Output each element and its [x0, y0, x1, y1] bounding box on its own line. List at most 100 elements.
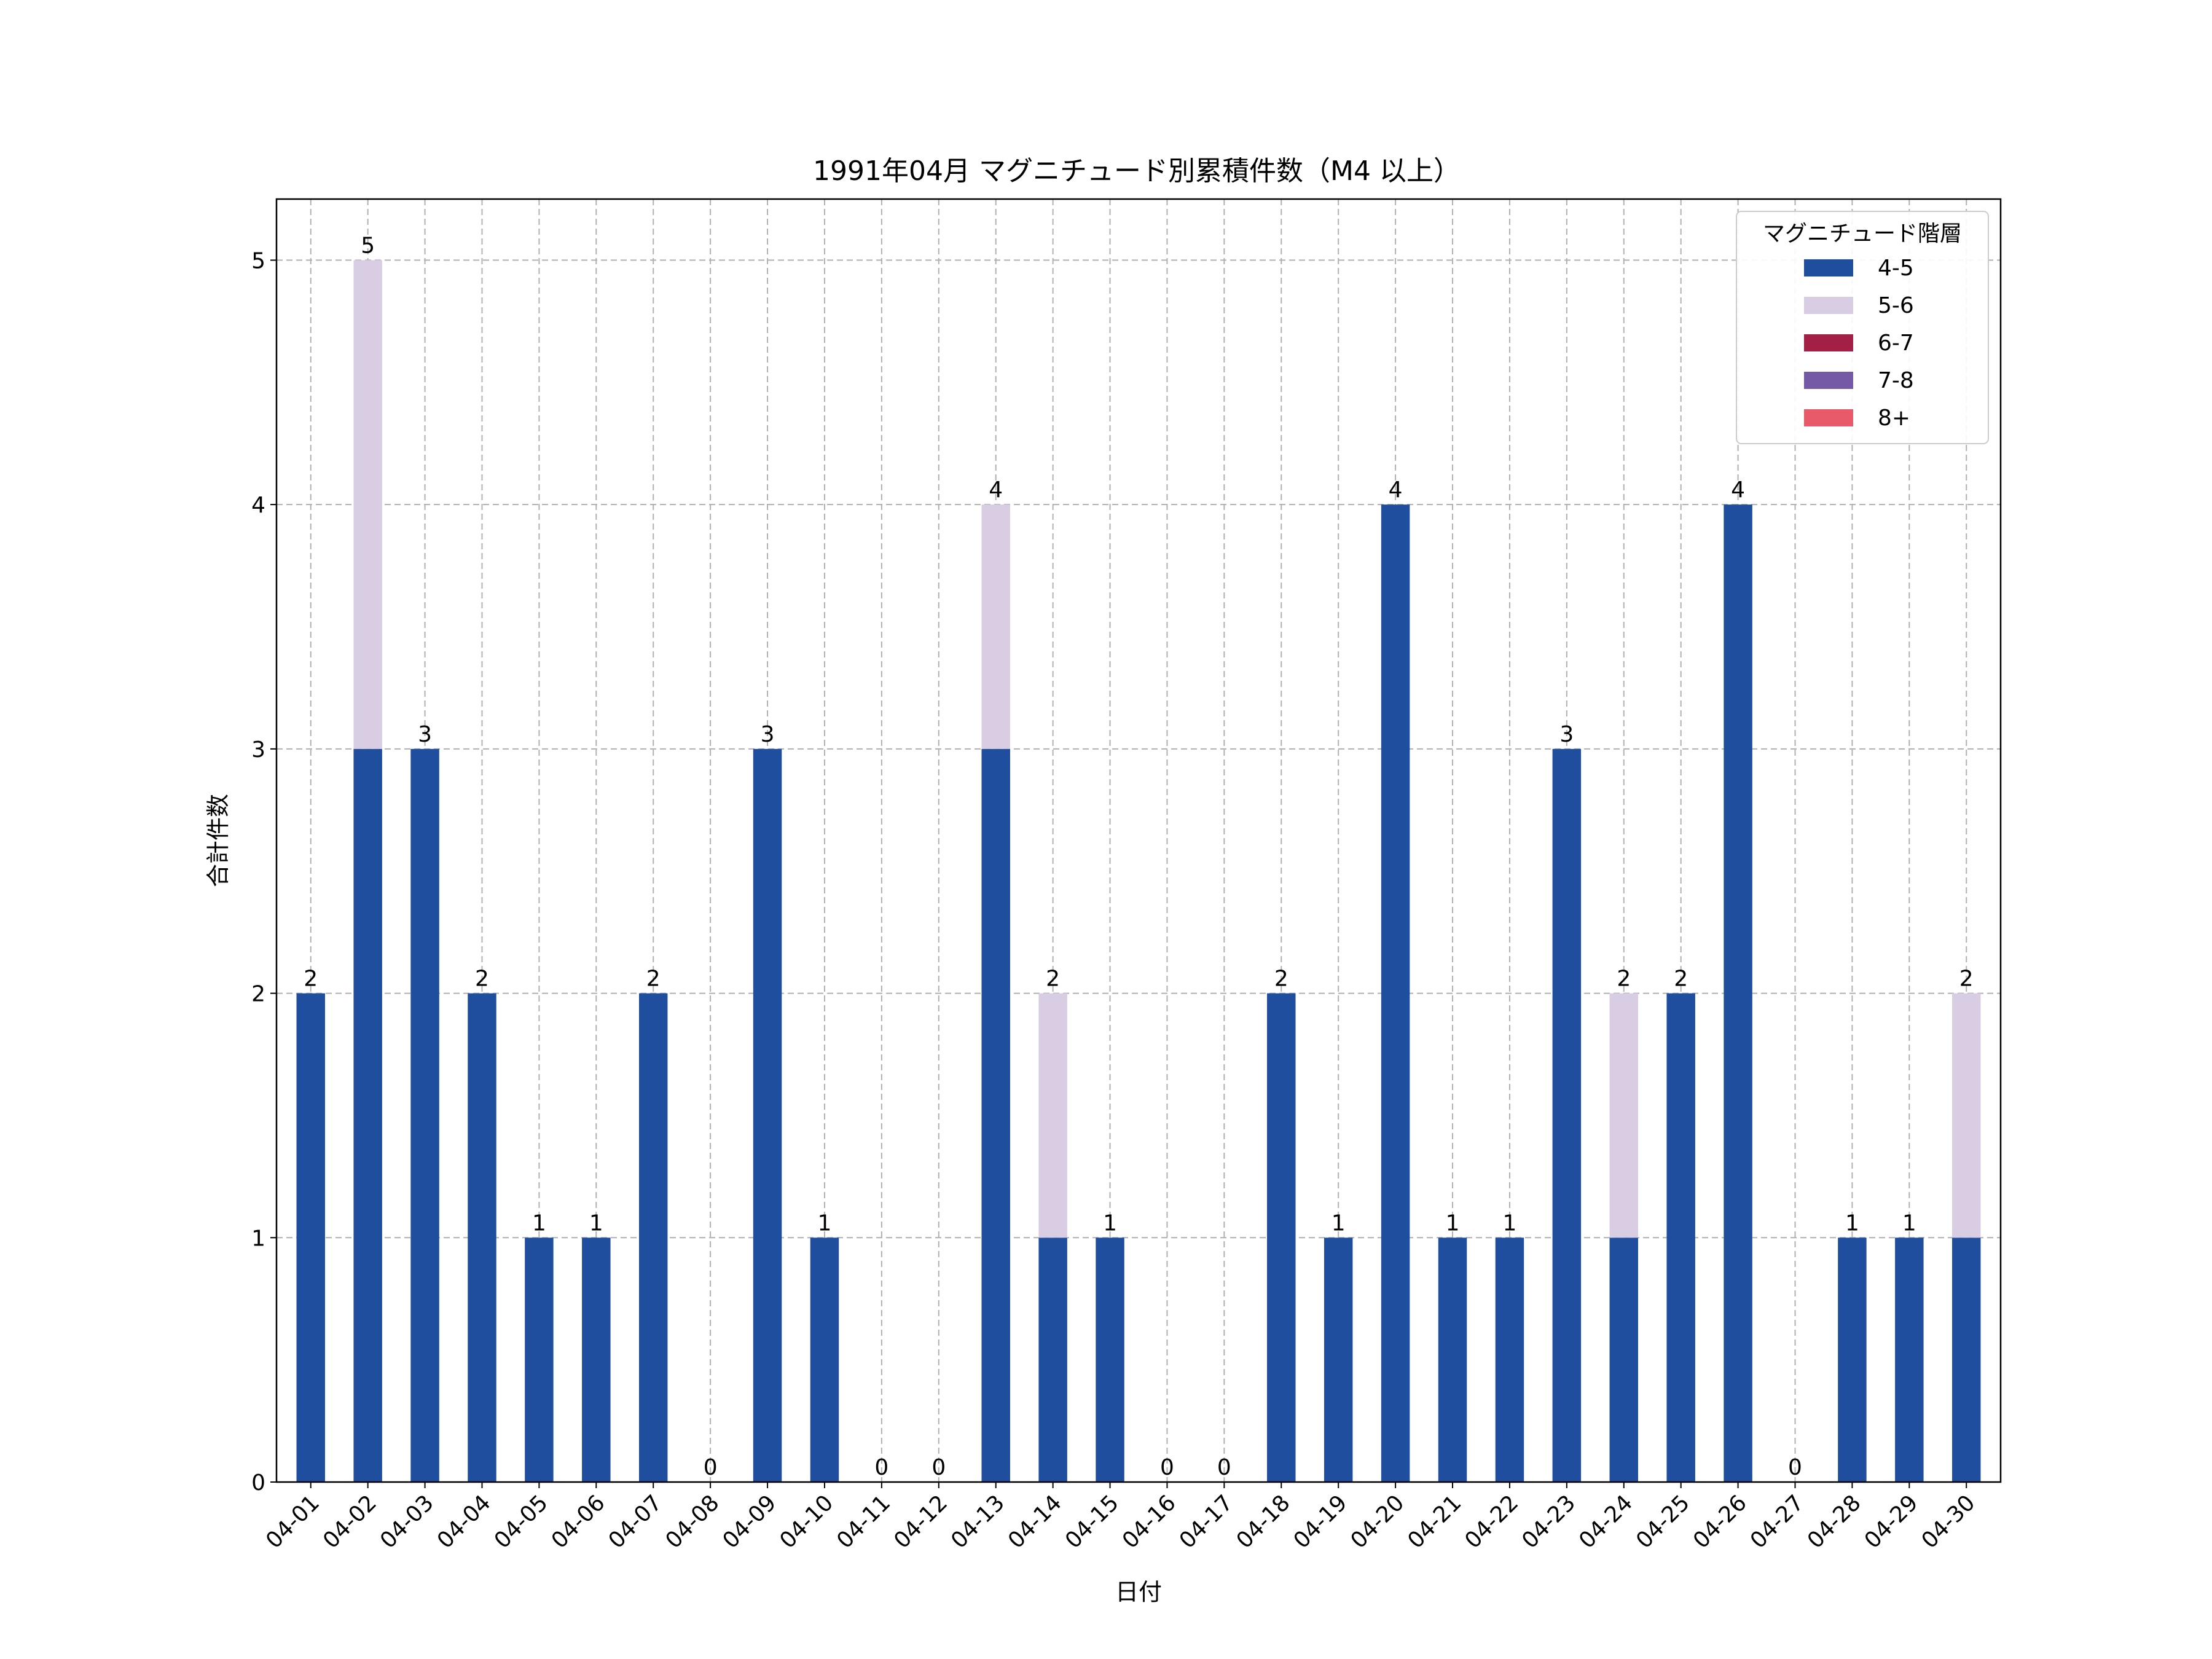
bar-total-label: 0 — [931, 1455, 946, 1480]
x-tick-label: 04-25 — [1631, 1490, 1695, 1553]
x-tick-label: 04-20 — [1346, 1490, 1410, 1553]
bar-total-label: 1 — [532, 1210, 546, 1236]
bar-segment-4-5 — [296, 993, 325, 1482]
x-tick-label: 04-18 — [1232, 1490, 1295, 1553]
legend-swatch — [1804, 334, 1853, 351]
bar-segment-4-5 — [1666, 993, 1695, 1482]
x-tick-label: 04-17 — [1175, 1490, 1238, 1553]
x-tick-label: 04-23 — [1517, 1490, 1580, 1553]
bar-segment-4-5 — [1096, 1237, 1124, 1482]
bar-total-label: 0 — [1217, 1455, 1231, 1480]
bar-total-label: 5 — [361, 233, 375, 258]
legend-item-5-6[interactable]: 5-6 — [1804, 293, 1914, 318]
bar-total-label: 4 — [1389, 477, 1403, 503]
bar-total-label: 1 — [1902, 1210, 1916, 1236]
bar-total-label: 1 — [1845, 1210, 1859, 1236]
x-axis: 04-0104-0204-0304-0404-0504-0604-0704-08… — [261, 1482, 1980, 1553]
legend-swatch — [1804, 297, 1853, 314]
bar-total-label: 0 — [704, 1455, 718, 1480]
legend-item-6-7[interactable]: 6-7 — [1804, 331, 1914, 356]
bar-segment-4-5 — [468, 993, 496, 1482]
y-tick-label: 2 — [251, 982, 265, 1007]
legend-label: 5-6 — [1878, 293, 1914, 318]
legend-title: マグニチュード階層 — [1763, 221, 1962, 246]
bar-segment-4-5 — [1838, 1237, 1867, 1482]
bar-segment-5-6 — [353, 260, 382, 749]
x-tick-label: 04-27 — [1746, 1490, 1809, 1553]
legend-swatch — [1804, 372, 1853, 389]
legend-box — [1736, 211, 1989, 444]
bar-total-label: 2 — [646, 967, 661, 992]
x-tick-label: 04-21 — [1403, 1490, 1466, 1553]
x-tick-label: 04-07 — [604, 1490, 667, 1553]
x-tick-label: 04-26 — [1688, 1490, 1752, 1553]
bar-total-label: 2 — [1617, 967, 1631, 992]
x-tick-label: 04-01 — [261, 1490, 324, 1553]
x-tick-label: 04-15 — [1061, 1490, 1124, 1553]
legend[interactable]: マグニチュード階層 4-5 5-6 6-7 7-8 8+ — [1736, 211, 1989, 444]
bar-segment-4-5 — [525, 1237, 554, 1482]
bar-segment-4-5 — [1552, 748, 1582, 1482]
legend-label: 7-8 — [1878, 368, 1914, 393]
x-tick-label: 04-09 — [718, 1490, 781, 1553]
bar-total-label: 1 — [1103, 1210, 1117, 1236]
bar-total-label: 4 — [1731, 477, 1745, 503]
bar-total-label: 0 — [1160, 1455, 1174, 1480]
bar-segment-4-5 — [1038, 1237, 1067, 1482]
bar-segment-4-5 — [353, 748, 382, 1482]
x-tick-label: 04-11 — [832, 1490, 895, 1553]
x-tick-label: 04-06 — [547, 1490, 610, 1553]
y-tick-label: 1 — [251, 1226, 265, 1251]
x-tick-label: 04-19 — [1289, 1490, 1352, 1553]
x-tick-label: 04-22 — [1460, 1490, 1523, 1553]
x-tick-label: 04-13 — [946, 1490, 1010, 1553]
x-tick-label: 04-30 — [1917, 1490, 1980, 1553]
bar-segment-4-5 — [1609, 1237, 1638, 1482]
x-tick-label: 04-02 — [318, 1490, 382, 1553]
bar-total-label: 2 — [1959, 967, 1974, 992]
x-tick-label: 04-24 — [1574, 1490, 1637, 1553]
bar-total-label: 2 — [475, 967, 489, 992]
bar-segment-5-6 — [1038, 993, 1067, 1238]
bar-segment-5-6 — [1609, 993, 1638, 1238]
bar-segment-4-5 — [1724, 504, 1752, 1483]
bar-total-label: 0 — [1788, 1455, 1802, 1480]
bar-segment-4-5 — [981, 748, 1010, 1482]
x-tick-label: 04-04 — [433, 1490, 496, 1553]
x-axis-label: 日付 — [1115, 1579, 1162, 1606]
bar-segment-4-5 — [810, 1237, 839, 1482]
bar-segment-4-5 — [1895, 1237, 1924, 1482]
bar-total-label: 2 — [304, 967, 318, 992]
x-tick-label: 04-14 — [1003, 1490, 1067, 1553]
bar-total-label: 2 — [1674, 967, 1688, 992]
y-axis-label: 合計件数 — [205, 794, 232, 887]
bar-segment-4-5 — [753, 748, 782, 1482]
y-tick-label: 5 — [251, 248, 265, 273]
bar-total-label: 3 — [1559, 722, 1574, 747]
bar-total-label: 1 — [1446, 1210, 1460, 1236]
x-tick-label: 04-16 — [1118, 1490, 1181, 1553]
y-axis: 0 1 2 3 4 5 — [251, 248, 276, 1496]
legend-item-4-5[interactable]: 4-5 — [1804, 256, 1914, 281]
bar-total-label: 2 — [1274, 967, 1288, 992]
bar-segment-4-5 — [582, 1237, 611, 1482]
y-tick-label: 0 — [251, 1470, 265, 1496]
bar-segment-4-5 — [1952, 1237, 1981, 1482]
bar-segment-4-5 — [1495, 1237, 1524, 1482]
bar-total-label: 1 — [1502, 1210, 1516, 1236]
chart-title: 1991年04月 マグニチュード別累積件数（M4 以上） — [813, 155, 1461, 187]
bar-total-label: 1 — [1332, 1210, 1346, 1236]
bar-total-label: 3 — [761, 722, 775, 747]
x-tick-label: 04-28 — [1803, 1490, 1866, 1553]
x-tick-label: 04-12 — [889, 1490, 952, 1553]
y-tick-label: 3 — [251, 737, 265, 763]
legend-label: 8+ — [1878, 406, 1910, 431]
bars — [296, 260, 1981, 1483]
legend-label: 6-7 — [1878, 331, 1914, 356]
legend-item-7-8[interactable]: 7-8 — [1804, 368, 1914, 393]
bar-total-label: 1 — [589, 1210, 603, 1236]
y-tick-label: 4 — [251, 493, 265, 518]
legend-item-8+[interactable]: 8+ — [1804, 406, 1910, 431]
bar-total-label: 0 — [874, 1455, 888, 1480]
